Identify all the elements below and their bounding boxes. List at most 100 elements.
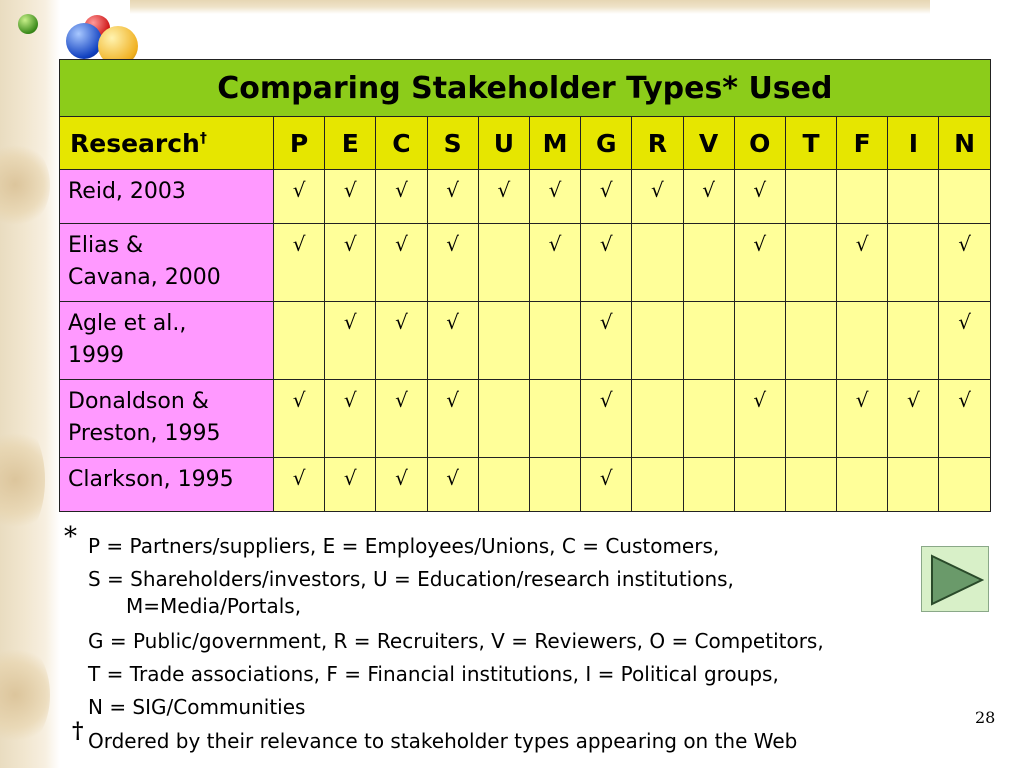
- research-cell: Agle et al., 1999: [59, 301, 274, 380]
- check-mark-icon: √: [548, 178, 562, 202]
- mark-cell: √: [272, 169, 326, 224]
- column-header-e: E: [324, 116, 377, 170]
- play-triangle-icon: [931, 554, 984, 606]
- mark-cell: [272, 301, 326, 380]
- table-row: Elias & Cavana, 2000 √ √ √ √ √ √ √ √ √: [59, 223, 991, 302]
- page-title: Comparing Stakeholder Types* Used: [59, 59, 991, 117]
- check-mark-icon: √: [395, 388, 408, 412]
- check-mark-icon: √: [548, 232, 562, 256]
- mark-cell: [528, 379, 582, 458]
- column-header-t: T: [784, 116, 838, 170]
- footnote-line: Ordered by their relevance to stakeholde…: [88, 729, 798, 753]
- footnote-line: G = Public/government, R = Recruiters, V…: [88, 629, 824, 653]
- check-mark-icon: √: [702, 178, 715, 202]
- mark-cell: √: [272, 379, 326, 458]
- column-header-i: I: [887, 116, 940, 170]
- mark-cell: [682, 379, 735, 458]
- mark-cell: √: [324, 223, 377, 302]
- mark-cell: √: [733, 223, 786, 302]
- mark-cell: √: [836, 223, 889, 302]
- check-mark-icon: √: [343, 232, 357, 256]
- mark-cell: √: [836, 379, 889, 458]
- check-mark-icon: √: [292, 388, 306, 412]
- mark-cell: [733, 301, 786, 380]
- mark-cell: √: [272, 457, 326, 512]
- mark-cell: √: [580, 457, 633, 512]
- stakeholder-table: Comparing Stakeholder Types* Used Resear…: [59, 59, 991, 512]
- next-slide-button[interactable]: [921, 546, 989, 612]
- research-name-line: Reid, 2003: [68, 179, 186, 204]
- asterisk-mark: *: [64, 522, 77, 552]
- mark-cell: √: [375, 457, 428, 512]
- header-research: Research†: [59, 116, 274, 170]
- check-mark-icon: √: [292, 232, 306, 256]
- check-mark-icon: √: [958, 310, 971, 334]
- research-cell: Elias & Cavana, 2000: [59, 223, 274, 302]
- mark-cell: √: [375, 379, 428, 458]
- mark-cell: √: [631, 169, 684, 224]
- table-row: Donaldson & Preston, 1995 √ √ √ √ √ √ √ √ √: [59, 379, 991, 458]
- mark-cell: [836, 301, 889, 380]
- check-mark-icon: √: [395, 310, 408, 334]
- mark-cell: √: [324, 301, 377, 380]
- mark-cell: [938, 169, 991, 224]
- mark-cell: √: [938, 379, 991, 458]
- check-mark-icon: √: [958, 232, 971, 256]
- mark-cell: √: [938, 223, 991, 302]
- research-name-line: Agle et al.,: [68, 311, 187, 336]
- mark-cell: √: [375, 301, 428, 380]
- mark-cell: [631, 223, 684, 302]
- column-header-v: V: [682, 116, 735, 170]
- mark-cell: √: [477, 169, 530, 224]
- column-header-m: M: [528, 116, 582, 170]
- column-header-g: G: [580, 116, 633, 170]
- check-mark-icon: √: [599, 310, 613, 334]
- mark-cell: [784, 457, 838, 512]
- mark-cell: [528, 301, 582, 380]
- check-mark-icon: √: [753, 178, 767, 202]
- check-mark-icon: √: [599, 178, 613, 202]
- check-mark-icon: √: [753, 232, 767, 256]
- check-mark-icon: √: [497, 178, 511, 202]
- mark-cell: [836, 169, 889, 224]
- mark-cell: [784, 379, 838, 458]
- mark-cell: [477, 223, 530, 302]
- check-mark-icon: √: [446, 466, 460, 490]
- footnote-line: S = Shareholders/investors, U = Educatio…: [88, 567, 734, 591]
- footnote-line: P = Partners/suppliers, E = Employees/Un…: [88, 534, 720, 558]
- mark-cell: [682, 301, 735, 380]
- mark-cell: √: [528, 169, 582, 224]
- footnote-line: M=Media/Portals,: [126, 594, 302, 618]
- check-mark-icon: √: [753, 388, 767, 412]
- footnote-line: N = SIG/Communities: [88, 695, 306, 719]
- check-mark-icon: √: [292, 466, 306, 490]
- mark-cell: [836, 457, 889, 512]
- check-mark-icon: √: [446, 178, 460, 202]
- column-header-o: O: [733, 116, 786, 170]
- mark-cell: [631, 457, 684, 512]
- research-cell: Reid, 2003: [59, 169, 274, 224]
- mark-cell: √: [375, 169, 428, 224]
- research-name-line: Preston, 1995: [68, 420, 221, 446]
- research-cell: Donaldson & Preston, 1995: [59, 379, 274, 458]
- research-cell: Clarkson, 1995: [59, 457, 274, 512]
- check-mark-icon: √: [446, 388, 460, 412]
- mark-cell: [938, 457, 991, 512]
- header-research-label: Research: [70, 128, 200, 158]
- mark-cell: [631, 379, 684, 458]
- mark-cell: √: [426, 169, 479, 224]
- mark-cell: [631, 301, 684, 380]
- parchment-top-border: [130, 0, 930, 14]
- mark-cell: [528, 457, 582, 512]
- mark-cell: √: [272, 223, 326, 302]
- mark-cell: [477, 379, 530, 458]
- mark-cell: √: [426, 301, 479, 380]
- mark-cell: √: [580, 379, 633, 458]
- check-mark-icon: √: [395, 232, 408, 256]
- table-row: Agle et al., 1999 √ √ √ √ √: [59, 301, 991, 380]
- table-row: Clarkson, 1995 √ √ √ √ √: [59, 457, 991, 512]
- mark-cell: √: [580, 169, 633, 224]
- research-name-line: Donaldson &: [68, 389, 209, 414]
- mark-cell: √: [426, 223, 479, 302]
- research-name-line: Cavana, 2000: [68, 264, 221, 290]
